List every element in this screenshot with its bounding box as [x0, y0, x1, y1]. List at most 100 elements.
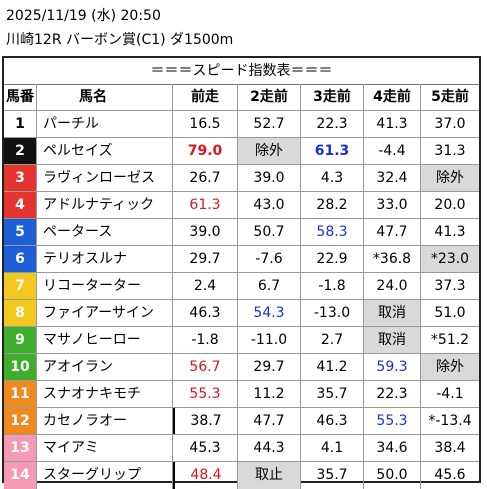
speed-index-cell: *-13.4	[428, 413, 472, 429]
speed-index-cell: 39.0	[173, 219, 238, 245]
horse-number: 6	[4, 246, 37, 272]
speed-index-cell: -7.6	[238, 246, 301, 272]
speed-index-cell: 39.0	[238, 165, 301, 191]
horse-name: マサノヒーロー	[37, 327, 173, 353]
speed-index-cell: 61.3	[173, 192, 238, 218]
column-header: 馬番	[4, 84, 37, 110]
speed-index-cell: 44.3	[238, 435, 301, 461]
table-row: 4 アドルナティック 61.3 43.0 28.2 33.0 20.0	[4, 192, 479, 219]
column-header: 2走前	[238, 84, 301, 110]
speed-index-cell: 37.3	[434, 278, 466, 294]
speed-index-cell: 35.7	[301, 381, 364, 407]
speed-index-cell: 43.0	[238, 192, 301, 218]
horse-number: 4	[4, 192, 37, 218]
speed-index-cell: 56.7	[173, 354, 238, 380]
speed-index-cell: 47.7	[364, 219, 421, 245]
horse-name: ファイアーサイン	[37, 300, 173, 326]
horse-number: 1	[4, 111, 37, 137]
speed-index-cell: 4.3	[301, 165, 364, 191]
column-header: 前走	[173, 84, 238, 110]
speed-index-cell: 58.3	[301, 219, 364, 245]
speed-index-cell: 取消	[364, 327, 421, 353]
speed-index-cell: 38.4	[434, 440, 466, 456]
column-header: 馬名	[37, 84, 173, 110]
speed-index-cell: -13.0	[301, 300, 364, 326]
horse-number: 12	[4, 408, 37, 434]
speed-index-cell: *23.0	[421, 246, 479, 272]
table-row: 2 ペルセイズ 79.0 除外 61.3 -4.4 31.3	[4, 138, 479, 165]
speed-index-cell: 37.0	[434, 116, 466, 132]
speed-index-cell: 59.3	[364, 354, 421, 380]
horse-number: 11	[4, 381, 37, 407]
speed-index-cell: 16.5	[173, 111, 238, 137]
table-row: 6 テリオスルナ 29.7 -7.6 22.9 *36.8 *23.0	[4, 246, 479, 273]
speed-index-cell: 50.0	[364, 462, 421, 489]
speed-index-cell: 除外	[421, 165, 479, 191]
speed-index-cell: 取消	[364, 300, 421, 326]
speed-index-cell: 除外	[421, 354, 479, 380]
table-row: 13 マイアミ 45.3 44.3 4.1 34.6 38.4	[4, 435, 479, 462]
speed-index-cell: 41.3	[364, 111, 421, 137]
table-title: ＝＝＝スピード指数表＝＝＝	[4, 58, 479, 85]
horse-name: パーチル	[37, 111, 173, 137]
table-row: 7 リコーターター 2.4 6.7 -1.8 24.0 37.3	[4, 273, 479, 300]
speed-index-cell: 2.4	[173, 273, 238, 299]
horse-name: カセノラオー	[37, 408, 173, 434]
speed-index-cell: 34.6	[364, 435, 421, 461]
table-row: 12 カセノラオー 38.7 47.7 46.3 55.3 *-13.4	[4, 408, 479, 435]
horse-name: スナオナキモチ	[37, 381, 173, 407]
speed-index-cell: 26.7	[173, 165, 238, 191]
speed-index-cell: 46.3	[301, 408, 364, 434]
speed-index-cell: -1.8	[173, 327, 238, 353]
speed-index-cell: 22.3	[364, 381, 421, 407]
speed-index-cell: 31.3	[434, 143, 466, 159]
race-datetime: 2025/11/19 (水) 20:50	[6, 8, 161, 24]
speed-index-cell: 46.3	[173, 300, 238, 326]
horse-name: アオイラン	[37, 354, 173, 380]
speed-index-cell: 取止	[238, 462, 301, 489]
column-header: 3走前	[301, 84, 364, 110]
speed-index-cell: 2.7	[301, 327, 364, 353]
table-row: 9 マサノヒーロー -1.8 -11.0 2.7 取消 *51.2	[4, 327, 479, 354]
speed-index-cell: *36.8	[364, 246, 421, 272]
table-row: 10 アオイラン 56.7 29.7 41.2 59.3 除外	[4, 354, 479, 381]
speed-index-cell: 28.2	[301, 192, 364, 218]
speed-index-cell: 22.3	[301, 111, 364, 137]
horse-number: 9	[4, 327, 37, 353]
table-row: 3 ラヴィンローゼス 26.7 39.0 4.3 32.4 除外	[4, 165, 479, 192]
table-row: 5 ペータース 39.0 50.7 58.3 47.7 41.3	[4, 219, 479, 246]
speed-index-cell: 32.4	[364, 165, 421, 191]
speed-index-cell: 50.7	[238, 219, 301, 245]
speed-index-cell: 22.9	[301, 246, 364, 272]
table-grid: 馬番 馬名 前走 2走前 3走前 4走前 5走前 1 パーチル 16.5 52.7 22.3 41.3 3…	[4, 84, 479, 489]
speed-index-cell: 45.6	[434, 467, 466, 483]
speed-index-cell: 33.0	[364, 192, 421, 218]
horse-number: 8	[4, 300, 37, 326]
column-header: 5走前	[431, 89, 469, 105]
horse-name: ペルセイズ	[37, 138, 173, 164]
speed-index-cell: 55.3	[364, 408, 421, 434]
speed-index-cell: 除外	[238, 138, 301, 164]
horse-number: 3	[4, 165, 37, 191]
horse-number: 10	[4, 354, 37, 380]
speed-index-cell: 51.0	[434, 305, 466, 321]
speed-index-cell: -11.0	[238, 327, 301, 353]
speed-index-cell: 55.3	[173, 381, 238, 407]
column-header: 4走前	[364, 84, 421, 110]
horse-name: アドルナティック	[37, 192, 173, 218]
speed-index-cell: 45.3	[173, 435, 238, 461]
speed-index-cell: -4.4	[364, 138, 421, 164]
speed-index-cell: 6.7	[238, 273, 301, 299]
speed-index-cell: *51.2	[430, 332, 470, 348]
table-header-row: 馬番 馬名 前走 2走前 3走前 4走前 5走前	[4, 84, 479, 111]
horse-number: 7	[4, 273, 37, 299]
horse-number: 14	[4, 462, 37, 489]
table-row: 14 スターグリップ 48.4 取止 35.7 50.0 45.6	[4, 462, 479, 489]
speed-index-cell: 47.7	[238, 408, 301, 434]
horse-number: 5	[4, 219, 37, 245]
speed-index-cell: 29.7	[238, 354, 301, 380]
horse-name: ラヴィンローゼス	[37, 165, 173, 191]
speed-index-cell: 24.0	[364, 273, 421, 299]
speed-index-cell: 61.3	[301, 138, 364, 164]
speed-index-cell: -1.8	[301, 273, 364, 299]
